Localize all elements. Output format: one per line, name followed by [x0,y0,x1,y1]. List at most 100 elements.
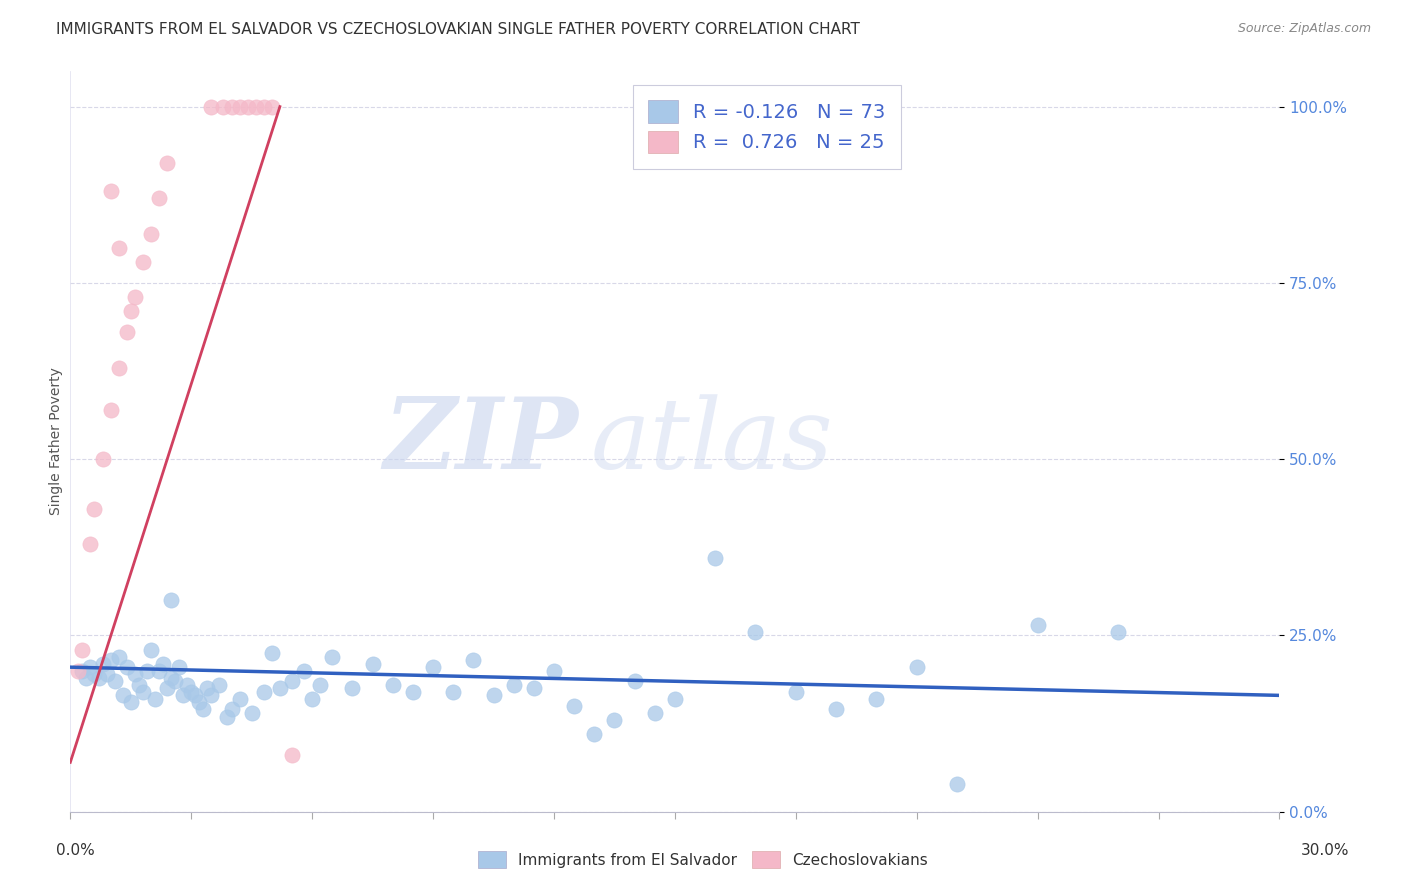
Point [502,678,524,692]
Point [167,660,190,674]
Point [260,100,283,114]
Point [176,678,198,692]
Point [156,156,179,170]
Point [1026,618,1049,632]
Point [562,698,585,713]
Point [143,692,166,706]
Point [381,678,404,692]
Point [193,702,215,716]
Text: IMMIGRANTS FROM EL SALVADOR VS CZECHOSLOVAKIAN SINGLE FATHER POVERTY CORRELATION: IMMIGRANTS FROM EL SALVADOR VS CZECHOSLO… [56,22,860,37]
Point [422,660,444,674]
Point [402,685,425,699]
Point [120,304,142,318]
Point [361,657,384,671]
Point [188,695,211,709]
Legend: R = -0.126   N = 73, R =  0.726   N = 25: R = -0.126 N = 73, R = 0.726 N = 25 [633,85,901,169]
Text: ZIP: ZIP [384,393,578,490]
Point [200,100,222,114]
Point [115,660,138,674]
Point [482,689,505,703]
Text: atlas: atlas [591,394,832,489]
Point [583,727,606,741]
Point [87,671,110,685]
Point [195,681,218,696]
Point [139,227,162,241]
Point [865,692,887,706]
Point [200,689,222,703]
Point [124,667,146,681]
Point [342,681,364,696]
Point [67,664,90,678]
Point [228,100,250,114]
Point [664,692,686,706]
Point [156,681,179,696]
Point [301,692,323,706]
Point [120,695,142,709]
Point [160,593,183,607]
Point [83,667,105,681]
Point [245,100,267,114]
Point [100,184,122,198]
Point [100,653,122,667]
Point [148,191,170,205]
Point [132,254,155,268]
Point [72,642,94,657]
Point [72,664,94,678]
Point [221,100,243,114]
Point [152,657,174,671]
Point [269,681,291,696]
Point [128,678,150,692]
Point [91,657,114,671]
Point [281,748,304,763]
Point [281,674,304,689]
Point [148,664,170,678]
Point [623,674,645,689]
Point [744,624,766,639]
Point [228,692,250,706]
Point [124,290,146,304]
Point [160,671,183,685]
Point [212,100,235,114]
Point [704,550,727,565]
Point [79,660,101,674]
Point [543,664,565,678]
Point [463,653,485,667]
Legend: Immigrants from El Salvador, Czechoslovakians: Immigrants from El Salvador, Czechoslova… [471,844,935,875]
Point [107,649,129,664]
Text: 30.0%: 30.0% [1302,843,1350,858]
Point [139,642,162,657]
Point [135,664,157,678]
Point [523,681,546,696]
Point [260,646,283,660]
Point [96,667,118,681]
Point [905,660,928,674]
Point [217,709,239,723]
Point [79,537,101,551]
Point [107,241,129,255]
Point [309,678,332,692]
Point [441,685,464,699]
Point [208,678,231,692]
Point [240,706,263,720]
Point [946,776,969,790]
Point [236,100,259,114]
Point [165,674,187,689]
Point [83,501,105,516]
Point [253,685,276,699]
Point [644,706,666,720]
Point [172,689,194,703]
Text: 0.0%: 0.0% [56,843,96,858]
Point [1107,624,1129,639]
Point [785,685,807,699]
Point [91,452,114,467]
Point [603,713,626,727]
Y-axis label: Single Father Poverty: Single Father Poverty [49,368,63,516]
Point [184,689,207,703]
Point [107,360,129,375]
Text: Source: ZipAtlas.com: Source: ZipAtlas.com [1237,22,1371,36]
Point [111,689,134,703]
Point [132,685,155,699]
Point [221,702,243,716]
Point [100,402,122,417]
Point [321,649,343,664]
